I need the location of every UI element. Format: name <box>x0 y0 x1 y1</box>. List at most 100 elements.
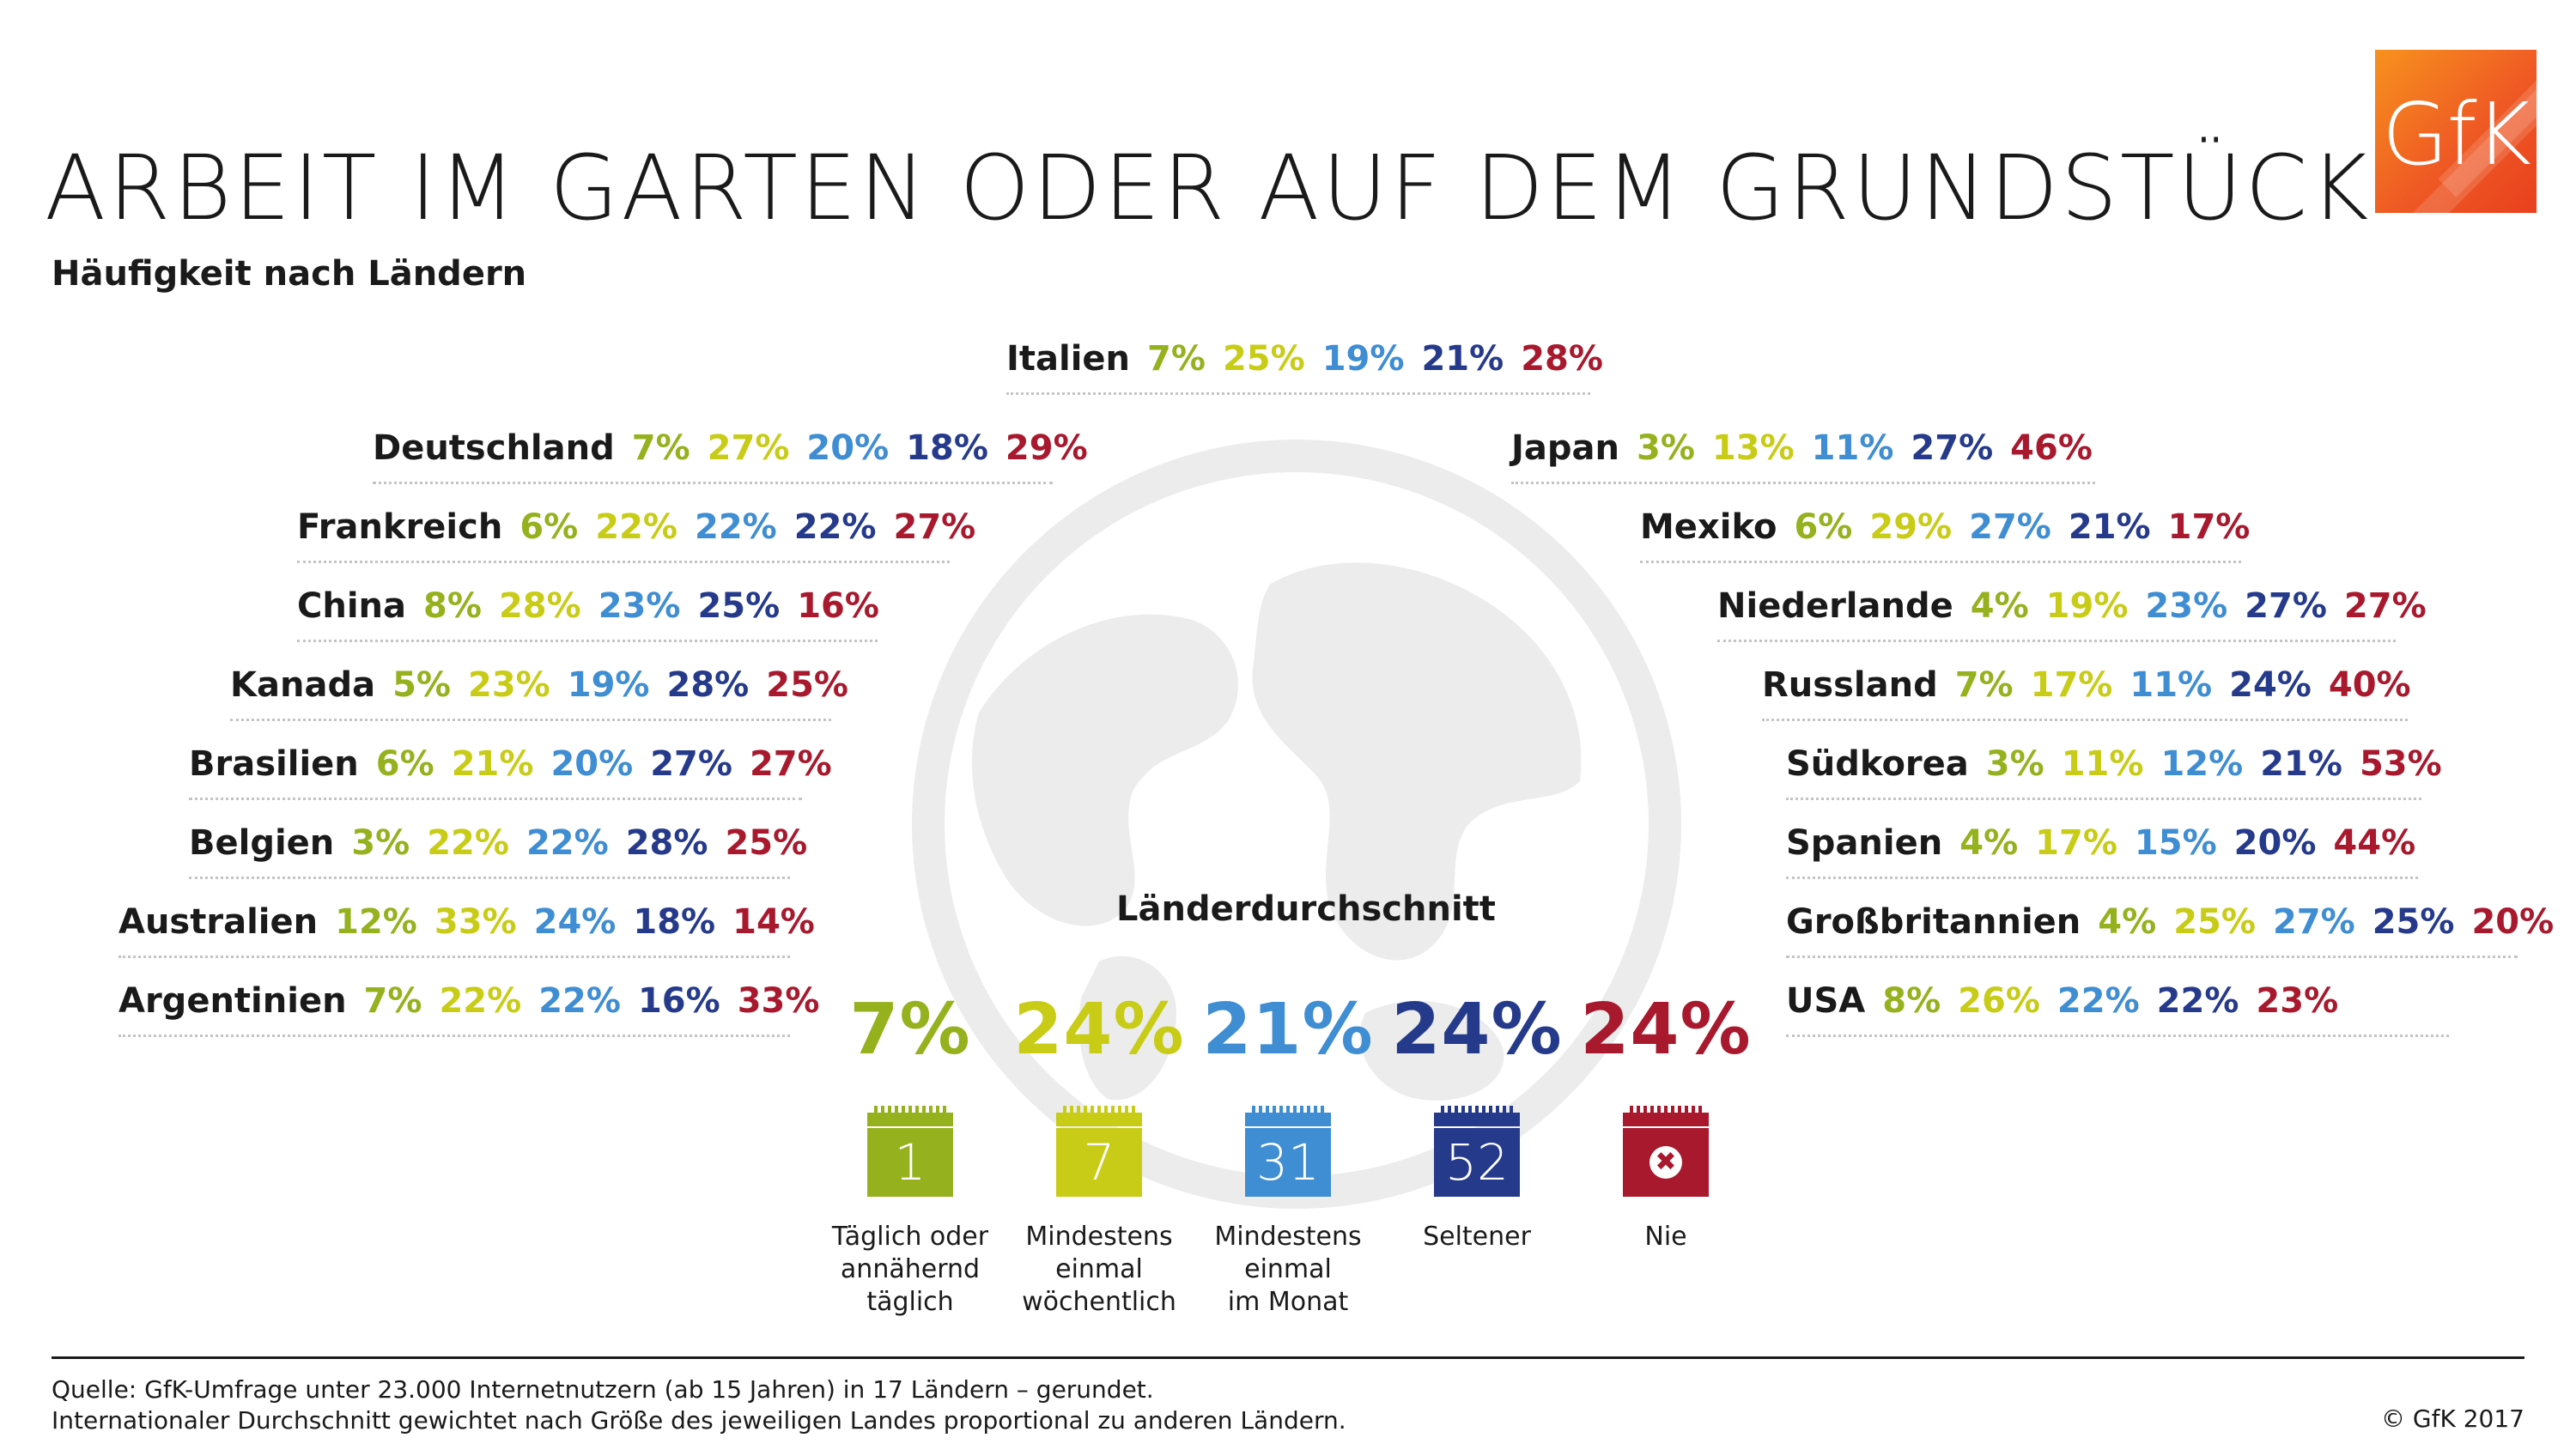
percentage-value: 22% <box>2156 981 2239 1021</box>
percentage-value: 24% <box>533 902 617 942</box>
percentage-value: 3% <box>1636 428 1695 468</box>
calendar-52-icon: 52 <box>1434 1106 1520 1197</box>
country-row: Mexiko 6% 29% 27% 21% 17% <box>1640 503 2250 563</box>
country-row: Japan 3% 13% 11% 27% 46% <box>1511 424 2095 484</box>
percentage-value: 23% <box>2256 981 2339 1021</box>
percentage-value: 22% <box>538 981 621 1021</box>
percentage-value: 24% <box>2229 665 2312 705</box>
country-row: Großbritannien 4% 25% 27% 25% 20% <box>1786 898 2554 958</box>
calendar-7-icon: 7 <box>1056 1106 1142 1197</box>
percentage-value: 27% <box>2272 902 2355 942</box>
percentage-value: 19% <box>1321 339 1405 379</box>
percentage-value: 3% <box>1985 744 2044 784</box>
country-name: Kanada <box>230 665 376 705</box>
percentage-value: 4% <box>1959 823 2019 863</box>
country-row: USA 8% 26% 22% 22% 23% <box>1786 977 2449 1037</box>
percentage-value: 5% <box>392 665 452 705</box>
percentage-value: 27% <box>749 744 832 784</box>
percentage-value: 27% <box>2343 586 2427 626</box>
percentage-value: 21% <box>451 744 534 784</box>
percentage-value: 28% <box>666 665 750 705</box>
dotted-divider <box>1786 1034 2449 1037</box>
average-value: 24% <box>1391 989 1563 1071</box>
legend-label: Täglich oder annähernd täglich <box>831 1222 989 1317</box>
page-title: ARBEIT IM GARTEN ODER AUF DEM GRUNDSTÜCK <box>45 136 2372 240</box>
country-name: Frankreich <box>297 507 503 547</box>
percentage-value: 25% <box>2173 902 2256 942</box>
percentage-value: 16% <box>637 981 720 1021</box>
percentage-value: 12% <box>2160 744 2244 784</box>
percentage-value: 22% <box>595 507 677 547</box>
percentage-value: 27% <box>707 428 790 468</box>
average-value: 24% <box>1580 989 1752 1071</box>
percentage-value: 27% <box>893 507 976 547</box>
dotted-divider <box>1786 956 2518 958</box>
legend-label: Mindestens einmal wöchentlich <box>1022 1222 1176 1317</box>
country-row: China 8% 28% 23% 25% 16% <box>297 582 879 642</box>
country-name: Russland <box>1762 665 1938 705</box>
percentage-value: 28% <box>498 586 581 626</box>
legend-label: Seltener <box>1423 1222 1531 1252</box>
country-row: Belgien 3% 22% 22% 28% 25% <box>189 819 807 879</box>
percentage-value: 23% <box>2145 586 2228 626</box>
percentage-value: 22% <box>793 507 877 547</box>
country-name: Argentinien <box>118 981 347 1021</box>
calendar-1-icon: 1 <box>867 1106 953 1197</box>
country-name: Deutschland <box>373 428 615 468</box>
legend-label: Nie <box>1644 1222 1687 1252</box>
legend-label: Mindestens einmal im Monat <box>1214 1222 1362 1317</box>
dotted-divider <box>189 877 790 879</box>
percentage-value: 25% <box>2372 902 2455 942</box>
percentage-value: 20% <box>806 428 890 468</box>
calendar-number: 7 <box>1083 1133 1115 1192</box>
percentage-value: 25% <box>1222 339 1305 379</box>
percentage-value: 26% <box>1958 981 2040 1021</box>
percentage-value: 33% <box>434 902 517 942</box>
dotted-divider <box>1640 561 2241 563</box>
percentage-value: 14% <box>732 902 815 942</box>
dotted-divider <box>118 1034 790 1037</box>
percentage-value: 22% <box>526 823 609 863</box>
percentage-value: 7% <box>363 981 422 1021</box>
source-note: Quelle: GfK-Umfrage unter 23.000 Interne… <box>52 1375 1154 1404</box>
country-row: Argentinien 7% 22% 22% 16% 33% <box>118 977 819 1037</box>
percentage-value: 22% <box>439 981 522 1021</box>
percentage-value: 20% <box>2233 823 2317 863</box>
country-row: Australien 12% 33% 24% 18% 14% <box>118 898 815 958</box>
percentage-value: 25% <box>697 586 781 626</box>
percentage-value: 7% <box>1147 339 1206 379</box>
percentage-value: 20% <box>550 744 634 784</box>
percentage-value: 22% <box>695 507 777 547</box>
percentage-value: 53% <box>2359 744 2442 784</box>
country-name: Mexiko <box>1640 507 1777 547</box>
percentage-value: 33% <box>737 981 820 1021</box>
percentage-value: 6% <box>375 744 434 784</box>
percentage-value: 7% <box>631 428 690 468</box>
percentage-value: 3% <box>351 823 410 863</box>
calendar-number: 31 <box>1256 1133 1320 1192</box>
percentage-value: 13% <box>1711 428 1795 468</box>
percentage-value: 28% <box>625 823 708 863</box>
country-name: Italien <box>1006 339 1131 379</box>
percentage-value: 17% <box>2035 823 2117 863</box>
percentage-value: 29% <box>1005 428 1088 468</box>
percentage-value: 16% <box>797 586 879 626</box>
dotted-divider <box>189 798 802 800</box>
country-row: Russland 7% 17% 11% 24% 40% <box>1762 661 2411 721</box>
percentage-value: 22% <box>427 823 509 863</box>
average-value: 24% <box>1013 989 1185 1071</box>
percentage-value: 18% <box>633 902 716 942</box>
percentage-value: 7% <box>1954 665 2014 705</box>
country-row: Spanien 4% 17% 15% 20% 44% <box>1786 819 2418 879</box>
close-icon: ✖ <box>1649 1146 1682 1179</box>
average-value: 7% <box>849 989 971 1071</box>
calendar-never-icon: ✖ <box>1623 1106 1709 1197</box>
country-name: Brasilien <box>189 744 359 784</box>
percentage-value: 21% <box>2260 744 2342 784</box>
dotted-divider <box>1717 640 2396 642</box>
percentage-value: 15% <box>2134 823 2217 863</box>
percentage-value: 25% <box>766 665 849 705</box>
globe-background-icon <box>912 440 1681 1209</box>
percentage-value: 40% <box>2328 665 2411 705</box>
average-heading: Länderdurchschnitt <box>1116 889 1496 929</box>
